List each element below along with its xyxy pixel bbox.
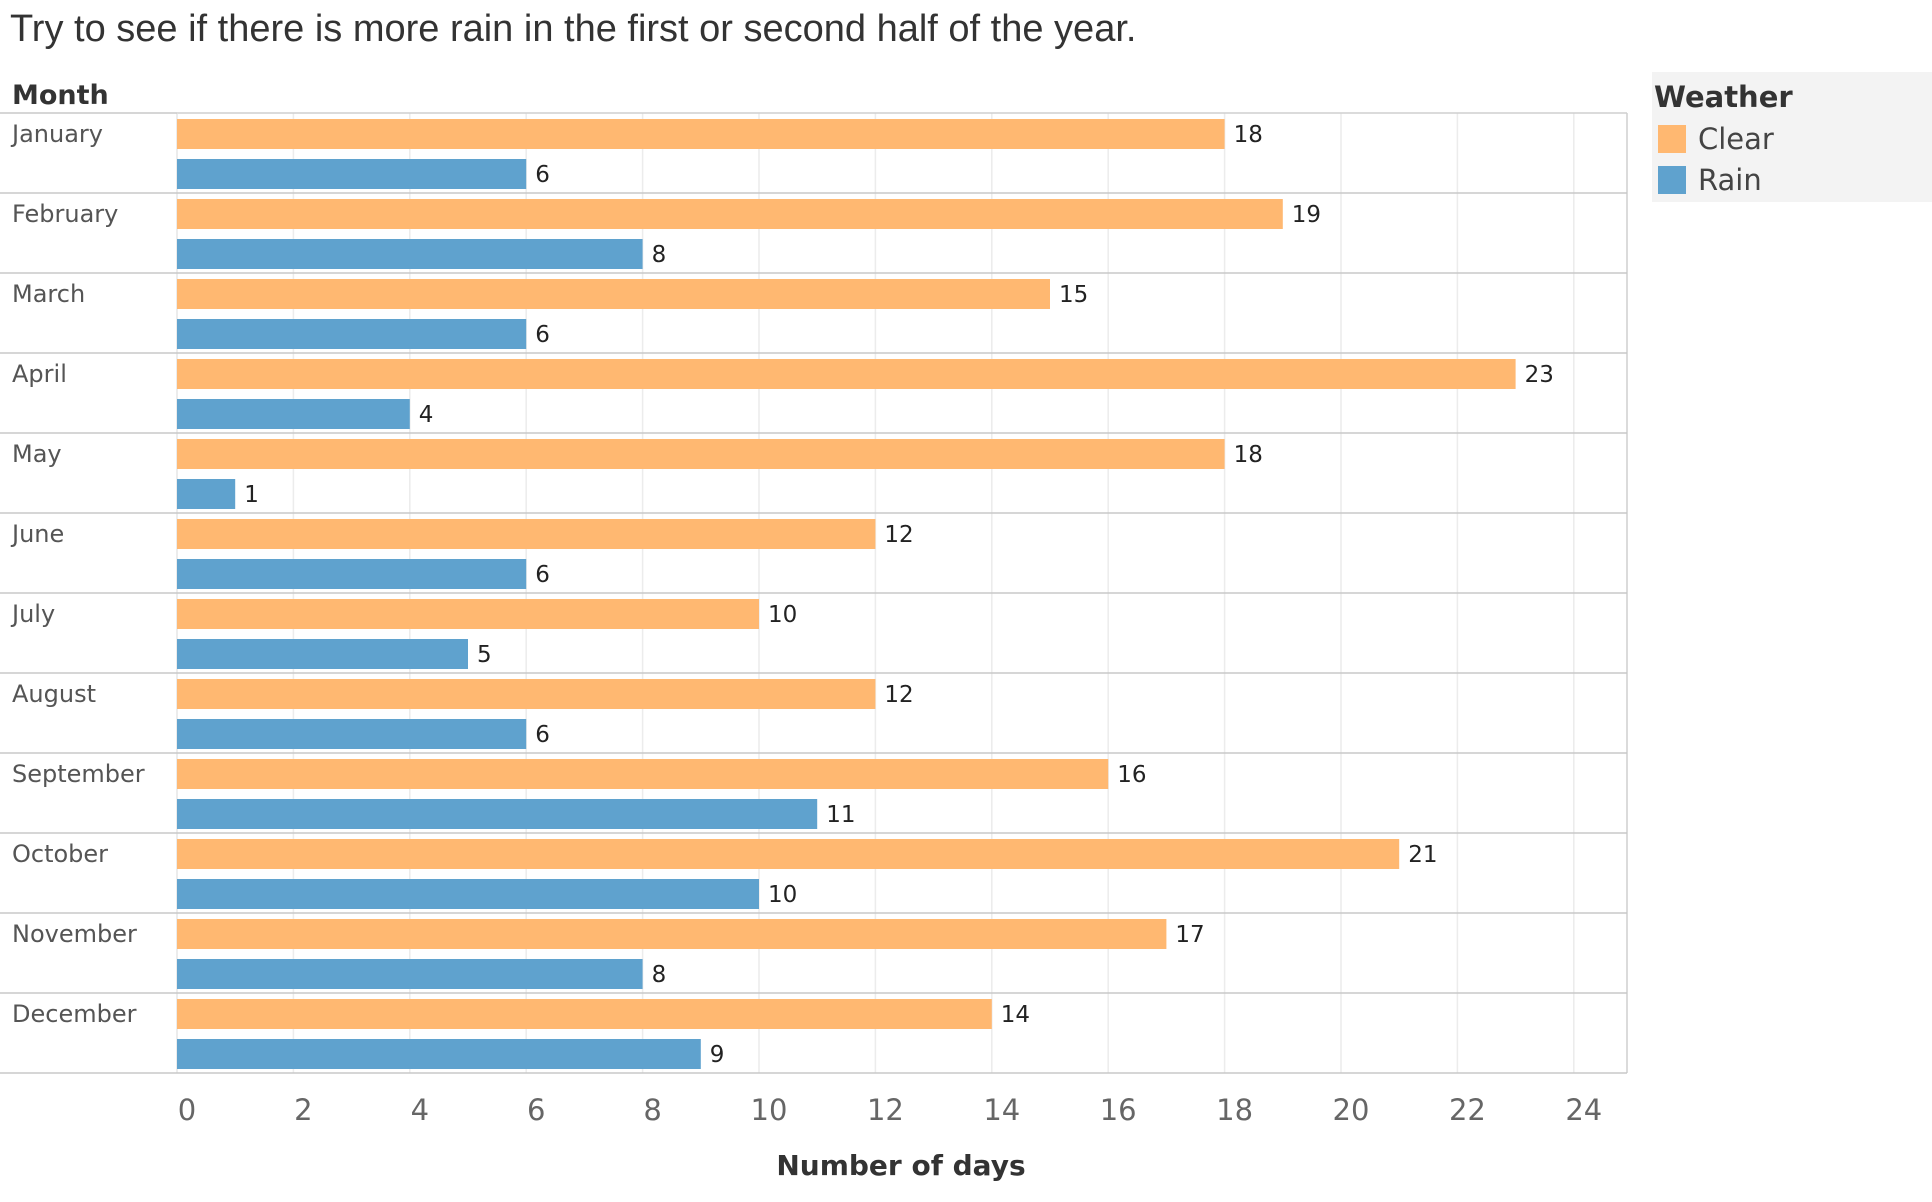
bar-clear-april[interactable] (177, 359, 1516, 389)
data-label-clear-october: 21 (1408, 842, 1437, 868)
data-label-rain-february: 8 (652, 242, 667, 268)
bar-clear-november[interactable] (177, 919, 1167, 949)
bars (177, 119, 1516, 1069)
bar-clear-march[interactable] (177, 279, 1050, 309)
legend-label-rain: Rain (1698, 163, 1762, 197)
bar-rain-september[interactable] (177, 799, 818, 829)
data-label-rain-november: 8 (652, 962, 667, 988)
month-label-march: March (12, 280, 85, 308)
bar-rain-january[interactable] (177, 159, 527, 189)
data-label-rain-september: 11 (826, 802, 855, 828)
data-label-clear-april: 23 (1525, 362, 1554, 388)
data-label-rain-may: 1 (244, 482, 259, 508)
data-label-clear-september: 16 (1117, 762, 1146, 788)
legend-item-rain[interactable]: Rain (1658, 162, 1762, 198)
x-tick-label: 16 (1100, 1093, 1137, 1127)
bar-rain-may[interactable] (177, 479, 236, 509)
data-label-rain-march: 6 (535, 322, 550, 348)
bar-rain-february[interactable] (177, 239, 643, 269)
x-tick-label: 2 (294, 1093, 312, 1127)
bar-clear-october[interactable] (177, 839, 1400, 869)
bar-rain-march[interactable] (177, 319, 527, 349)
bar-clear-june[interactable] (177, 519, 876, 549)
month-label-december: December (12, 1000, 137, 1028)
bar-clear-february[interactable] (177, 199, 1283, 229)
labels: 0 2 4 6 8 10 12 14 16 18 20 22 24JanuaryFebruaryMarc… (10, 120, 1602, 1127)
x-tick-label: 12 (867, 1093, 904, 1127)
legend-label-clear: Clear (1698, 122, 1774, 156)
bar-clear-july[interactable] (177, 599, 759, 629)
x-tick-label: 10 (751, 1093, 788, 1127)
month-label-june: June (10, 520, 64, 548)
legend: Weather Clear Rain (1652, 72, 1932, 202)
legend-swatch-clear (1658, 125, 1686, 153)
data-label-clear-december: 14 (1001, 1002, 1030, 1028)
bar-rain-august[interactable] (177, 719, 527, 749)
bar-clear-august[interactable] (177, 679, 876, 709)
data-label-rain-june: 6 (535, 562, 550, 588)
bar-rain-october[interactable] (177, 879, 759, 909)
bar-clear-december[interactable] (177, 999, 992, 1029)
bar-rain-june[interactable] (177, 559, 527, 589)
month-label-january: January (10, 120, 103, 148)
month-label-november: November (12, 920, 137, 948)
x-tick-label: 0 (178, 1093, 196, 1127)
month-label-april: April (12, 360, 67, 388)
month-label-august: August (12, 680, 96, 708)
bar-clear-january[interactable] (177, 119, 1225, 149)
data-label-rain-august: 6 (535, 722, 550, 748)
legend-item-clear[interactable]: Clear (1658, 121, 1774, 157)
bar-rain-december[interactable] (177, 1039, 701, 1069)
month-label-october: October (12, 840, 108, 868)
row-dividers (0, 112, 1628, 1074)
bar-rain-april[interactable] (177, 399, 410, 429)
data-label-rain-july: 5 (477, 642, 492, 668)
x-tick-label: 4 (411, 1093, 429, 1127)
x-tick-label: 18 (1216, 1093, 1253, 1127)
data-label-clear-november: 17 (1175, 922, 1204, 948)
month-label-february: February (12, 200, 118, 228)
data-label-clear-july: 10 (768, 602, 797, 628)
x-axis-title: Number of days (776, 1149, 1025, 1182)
x-tick-label: 6 (527, 1093, 545, 1127)
bar-clear-may[interactable] (177, 439, 1225, 469)
data-label-clear-may: 18 (1234, 442, 1263, 468)
data-label-clear-august: 12 (884, 682, 913, 708)
legend-swatch-rain (1658, 166, 1686, 194)
data-label-clear-march: 15 (1059, 282, 1088, 308)
x-tick-label: 22 (1449, 1093, 1486, 1127)
x-tick-label: 24 (1565, 1093, 1602, 1127)
bar-clear-september[interactable] (177, 759, 1109, 789)
data-label-clear-february: 19 (1292, 202, 1321, 228)
x-tick-label: 14 (983, 1093, 1020, 1127)
x-tick-label: 20 (1333, 1093, 1370, 1127)
month-label-july: July (10, 600, 55, 628)
month-label-september: September (12, 760, 145, 788)
data-label-rain-december: 9 (710, 1042, 725, 1068)
legend-title: Weather (1654, 80, 1793, 114)
x-tick-label: 8 (643, 1093, 661, 1127)
data-label-clear-january: 18 (1234, 122, 1263, 148)
bar-rain-november[interactable] (177, 959, 643, 989)
row-header-month: Month (12, 80, 109, 111)
data-label-rain-october: 10 (768, 882, 797, 908)
bar-rain-july[interactable] (177, 639, 468, 669)
month-label-may: May (12, 440, 62, 468)
data-label-rain-january: 6 (535, 162, 550, 188)
data-label-clear-june: 12 (884, 522, 913, 548)
data-label-rain-april: 4 (419, 402, 434, 428)
chart-title: Try to see if there is more rain in the … (10, 8, 1137, 50)
